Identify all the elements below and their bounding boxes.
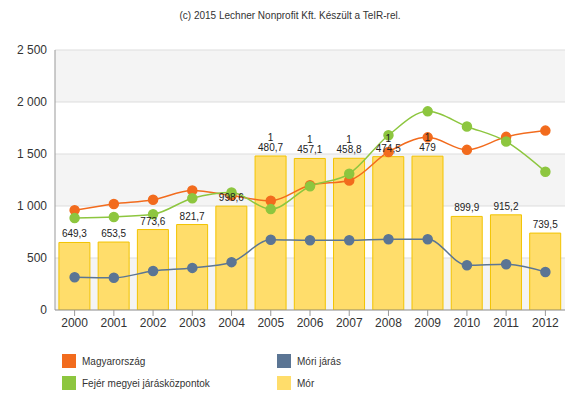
svg-text:2011: 2011 [493,316,519,330]
html-text:Fejér megyei járásközpontok: Fejér megyei járásközpontok [82,377,210,389]
html-text:Mór: Mór [297,377,315,389]
html-text:(c) 2015 Lechner Nonprofit Kft: (c) 2015 Lechner Nonprofit Kft. Készült … [179,10,401,21]
svg-text:2002: 2002 [140,316,167,330]
svg-text:2012: 2012 [532,316,559,330]
svg-text:1474,5: 1474,5 [376,133,401,154]
svg-text:1458,8: 1458,8 [337,134,362,155]
svg-text:649,3: 649,3 [62,228,87,239]
svg-text:2 000: 2 000 [17,95,47,109]
svg-text:2004: 2004 [218,316,245,330]
svg-text:2009: 2009 [414,316,441,330]
svg-text:500: 500 [27,251,47,265]
svg-text:2006: 2006 [297,316,324,330]
svg-text:1479: 1479 [419,132,436,153]
svg-text:1 500: 1 500 [17,147,47,161]
svg-text:821,7: 821,7 [180,211,205,222]
svg-text:2000: 2000 [61,316,88,330]
html-text:Móri járás: Móri járás [297,355,341,367]
svg-text:2008: 2008 [375,316,402,330]
svg-text:899,9: 899,9 [454,202,479,213]
svg-text:1480,7: 1480,7 [258,132,283,153]
svg-text:998,6: 998,6 [219,192,244,203]
svg-text:1457,1: 1457,1 [297,134,322,155]
svg-text:1 000: 1 000 [17,199,47,213]
svg-text:2001: 2001 [100,316,127,330]
svg-text:773,6: 773,6 [140,216,165,227]
svg-text:653,5: 653,5 [101,228,126,239]
svg-text:2007: 2007 [336,316,363,330]
svg-text:739,5: 739,5 [533,219,558,230]
svg-text:915,2: 915,2 [493,201,518,212]
html-text:Magyarország: Magyarország [82,355,146,367]
svg-text:0: 0 [40,303,47,317]
svg-text:2005: 2005 [257,316,284,330]
svg-text:2003: 2003 [179,316,206,330]
svg-text:2010: 2010 [454,316,481,330]
svg-text:2 500: 2 500 [17,43,47,57]
